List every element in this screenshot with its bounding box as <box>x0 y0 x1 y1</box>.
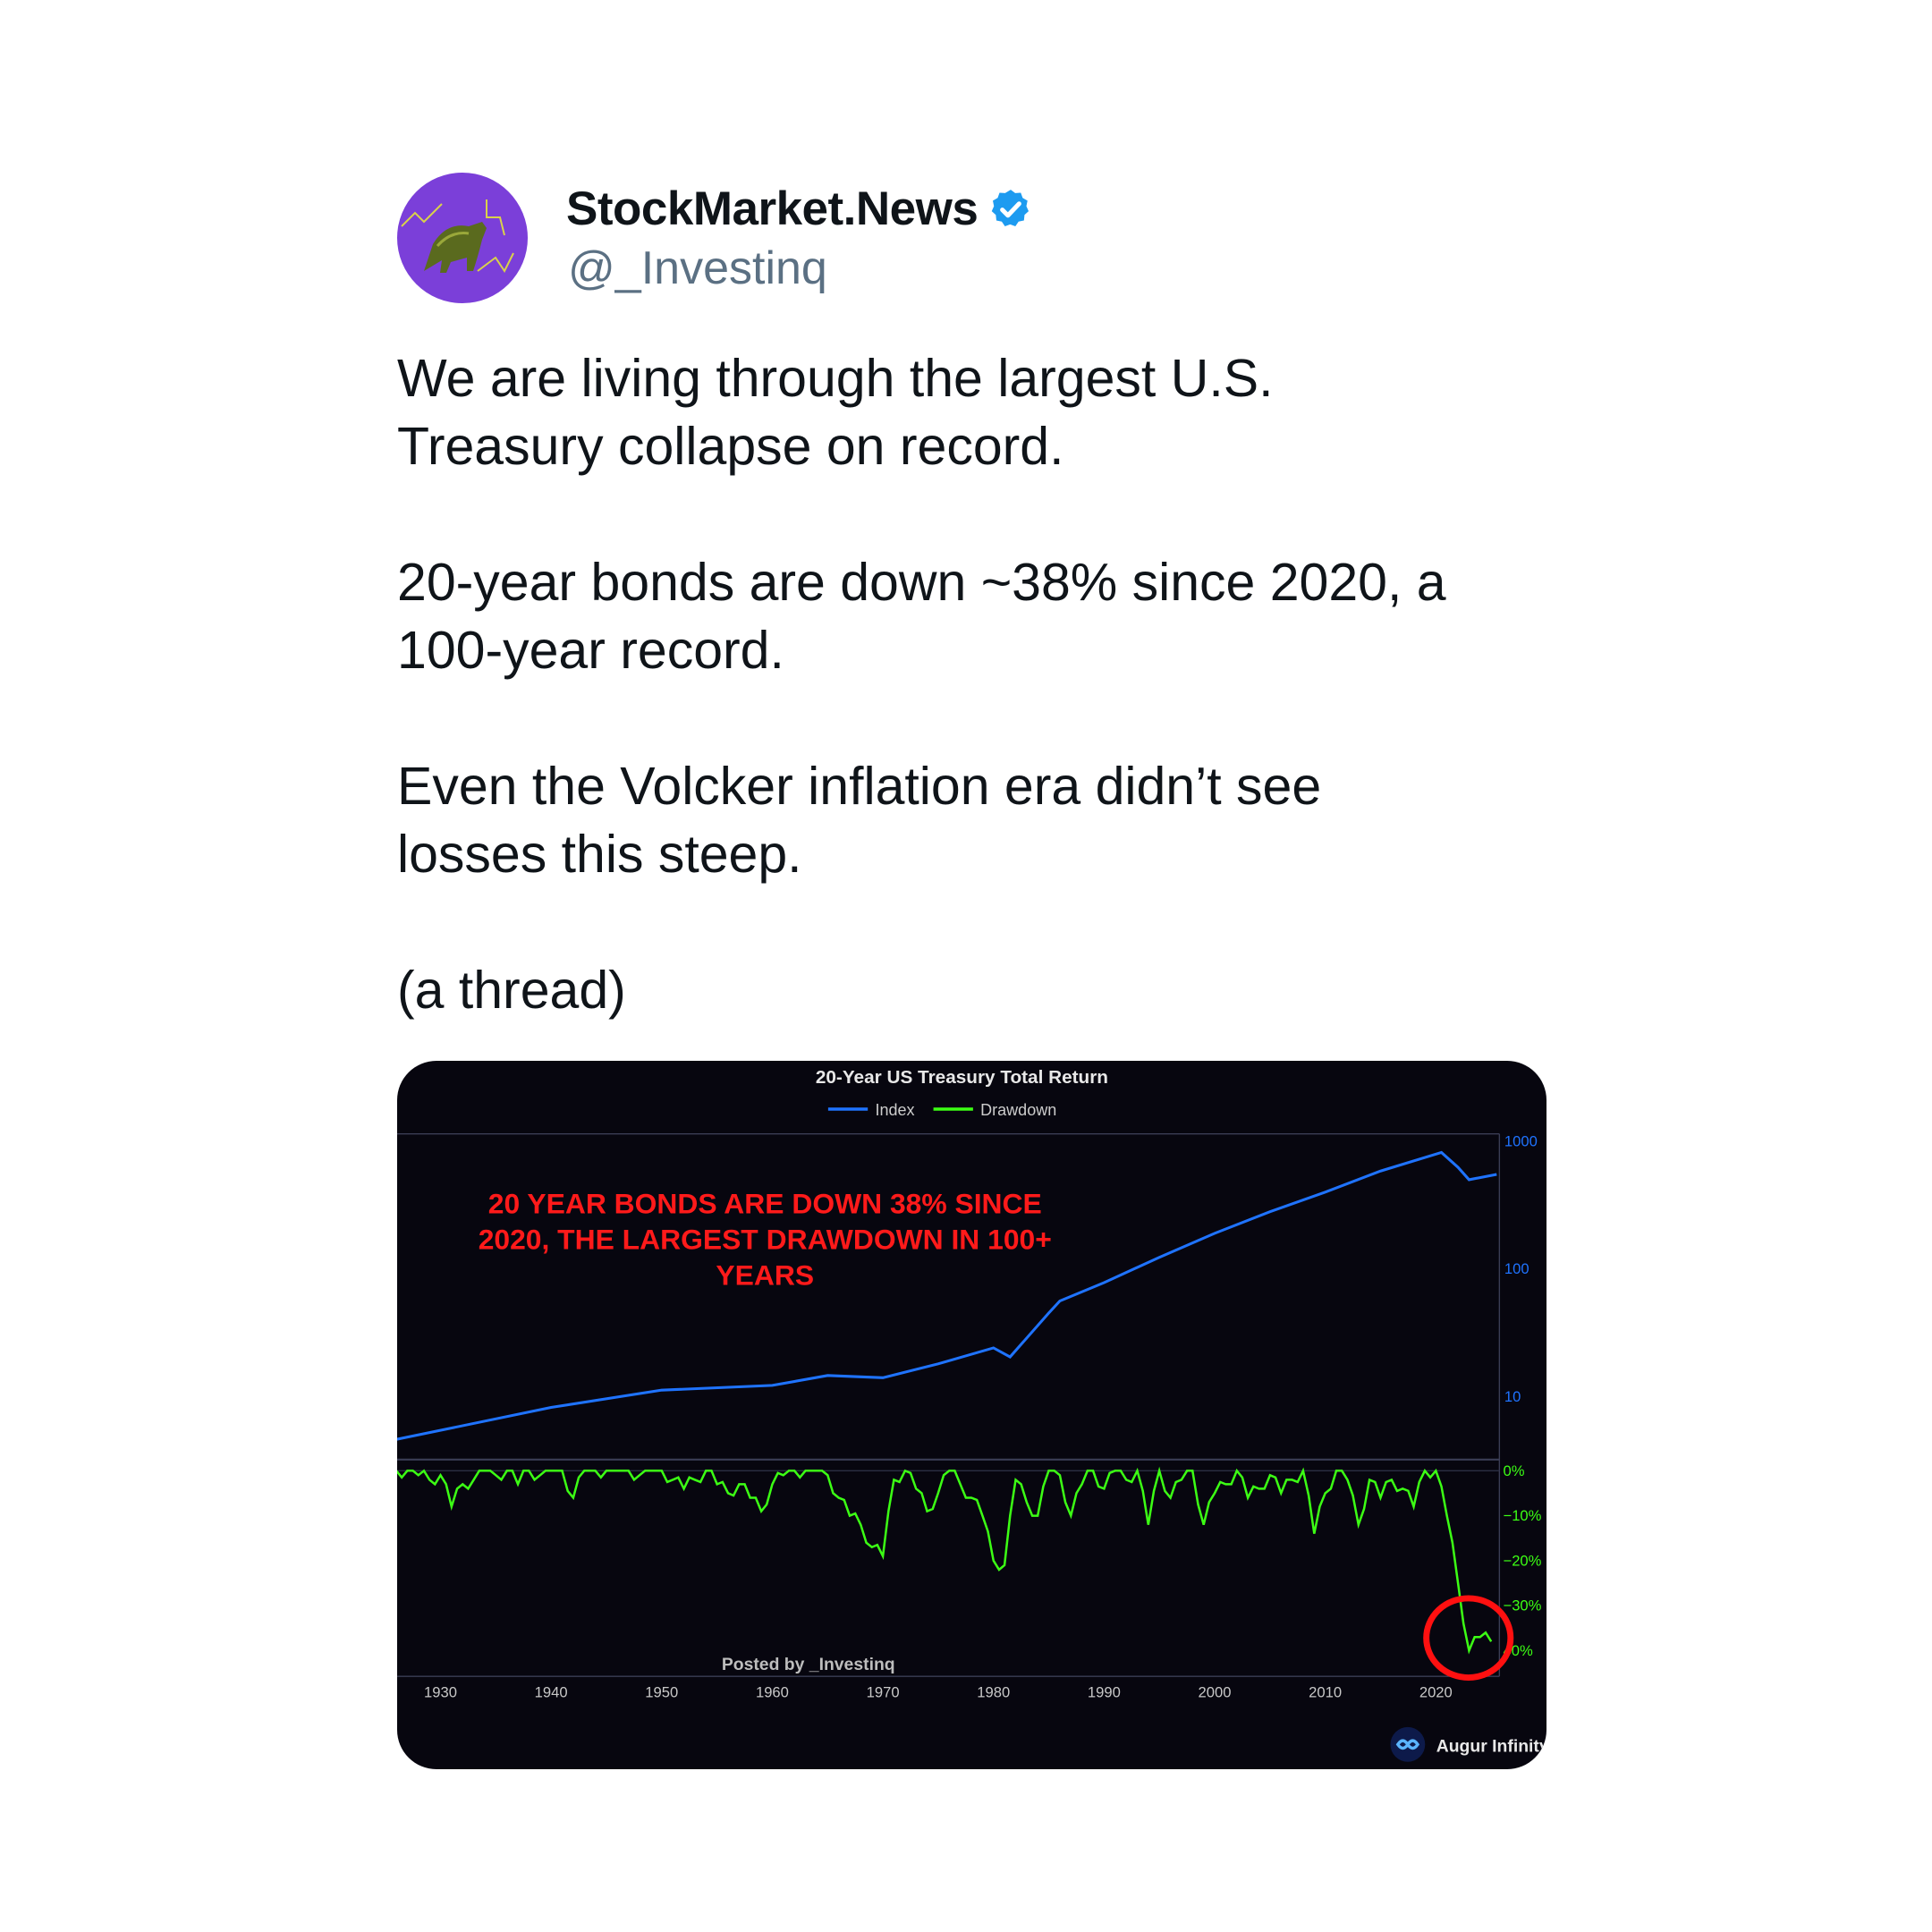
drawdown-y-tick-label: 0% <box>1504 1462 1525 1479</box>
annotation: 20 YEAR BONDS ARE DOWN 38% SINCE 2020, T… <box>479 1187 1052 1291</box>
x-tick-label: 1930 <box>424 1684 457 1701</box>
x-tick-label: 2020 <box>1419 1684 1453 1701</box>
tweet-paragraph: We are living through the largest U.S. T… <box>397 349 1274 476</box>
display-name-text: StockMarket.News <box>566 182 979 235</box>
tweet-paragraph: (a thread) <box>397 961 626 1020</box>
drawdown-y-tick-label: −30% <box>1504 1597 1542 1614</box>
drawdown-y-tick-label: −10% <box>1504 1507 1542 1524</box>
source-logo-text: Augur Infinity <box>1436 1737 1546 1757</box>
drawdown-y-tick-label: −20% <box>1504 1552 1542 1569</box>
tweet-text: We are living through the largest U.S. T… <box>397 344 1560 1092</box>
x-tick-label: 1960 <box>756 1684 789 1701</box>
index-y-tick-label: 1000 <box>1504 1133 1538 1150</box>
tweet-paragraph: Even the Volcker inflation era didn’t se… <box>397 757 1322 884</box>
index-y-tick-label: 100 <box>1504 1260 1530 1277</box>
avatar[interactable] <box>397 173 528 303</box>
index-y-tick-label: 10 <box>1504 1388 1521 1405</box>
handle[interactable]: @_Investinq <box>568 242 827 294</box>
bull-icon <box>401 199 514 273</box>
chart-title: 20-Year US Treasury Total Return <box>816 1067 1108 1088</box>
chart: 20-Year US Treasury Total Return Index D… <box>397 1067 1546 1762</box>
x-tick-label: 1990 <box>1088 1684 1121 1701</box>
x-tick-label: 1970 <box>867 1684 900 1701</box>
annotation-line: YEARS <box>716 1259 814 1292</box>
x-tick-label: 1980 <box>977 1684 1010 1701</box>
series-index-line <box>397 1150 1497 1441</box>
legend-index-label: Index <box>876 1101 915 1119</box>
highlight-circle <box>1423 1595 1514 1681</box>
x-tick-label: 1940 <box>535 1684 568 1701</box>
x-tick-label: 2010 <box>1309 1684 1342 1701</box>
x-tick-label: 2000 <box>1199 1684 1232 1701</box>
tweet-paragraph: 20-year bonds are down ~38% since 2020, … <box>397 553 1446 680</box>
display-name[interactable]: StockMarket.News <box>566 182 1033 236</box>
tweet-image-chart[interactable]: 20-Year US Treasury Total Return Index D… <box>397 1061 1546 1769</box>
legend-drawdown-label: Drawdown <box>980 1101 1056 1119</box>
series-drawdown-line <box>397 1466 1493 1655</box>
verified-badge-icon <box>992 189 1030 226</box>
annotation-line: 20 YEAR BONDS ARE DOWN 38% SINCE <box>488 1187 1042 1219</box>
augur-logo-icon <box>1390 1726 1426 1762</box>
watermark: Posted by _Investinq <box>722 1655 895 1674</box>
annotation-line: 2020, THE LARGEST DRAWDOWN IN 100+ <box>479 1223 1052 1255</box>
x-tick-label: 1950 <box>645 1684 678 1701</box>
